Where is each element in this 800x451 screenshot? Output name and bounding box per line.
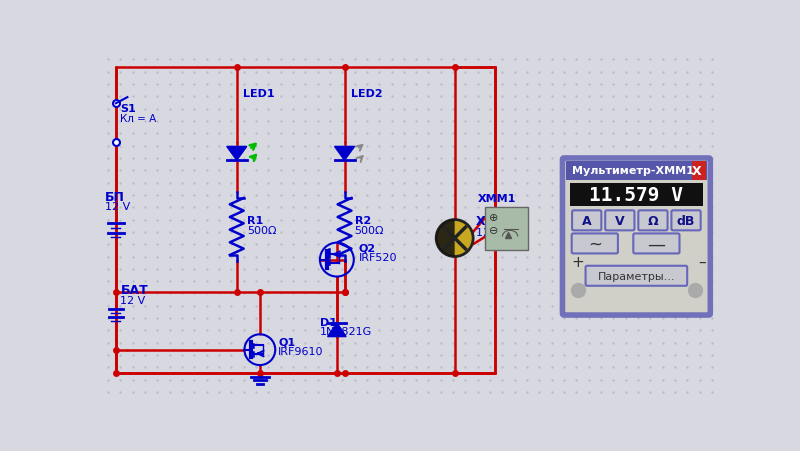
Text: Параметры...: Параметры... [598, 271, 675, 281]
Text: –: – [698, 254, 706, 269]
Bar [692, 161, 706, 180]
Text: 12 V: 12 V [476, 227, 502, 237]
Text: X1: X1 [476, 215, 494, 228]
FancyBboxPatch shape [572, 234, 618, 254]
FancyBboxPatch shape [605, 211, 634, 231]
Wedge shape [436, 220, 454, 257]
Polygon shape [226, 147, 246, 161]
Text: Кл = А: Кл = А [121, 114, 157, 124]
Text: 500Ω: 500Ω [246, 225, 276, 235]
Text: X: X [692, 165, 702, 177]
Text: +: + [572, 254, 585, 269]
Polygon shape [334, 147, 354, 161]
Text: LED2: LED2 [350, 88, 382, 98]
Circle shape [436, 220, 473, 257]
Text: ХММ1: ХММ1 [478, 193, 516, 204]
Text: Ω: Ω [648, 214, 658, 227]
Text: ⊕: ⊕ [489, 212, 498, 222]
Text: Q2: Q2 [358, 243, 375, 253]
FancyBboxPatch shape [562, 159, 710, 315]
Text: Q1: Q1 [278, 336, 295, 346]
Text: Мультиметр-ХММ1: Мультиметр-ХММ1 [572, 166, 694, 176]
Text: ~: ~ [588, 235, 602, 253]
Text: 1N5821G: 1N5821G [320, 326, 372, 336]
Text: —: — [647, 235, 666, 253]
Text: S1: S1 [121, 104, 136, 114]
FancyBboxPatch shape [634, 234, 679, 254]
Text: IRF520: IRF520 [358, 252, 397, 262]
Text: LED1: LED1 [243, 88, 274, 98]
Text: V: V [615, 214, 625, 227]
Text: R2: R2 [354, 215, 371, 225]
Text: D1: D1 [320, 318, 337, 327]
FancyBboxPatch shape [671, 211, 701, 231]
Text: A: A [582, 214, 591, 227]
Text: dB: dB [677, 214, 695, 227]
Text: 11.579 V: 11.579 V [590, 185, 683, 204]
Text: R1: R1 [246, 215, 263, 225]
FancyBboxPatch shape [572, 211, 602, 231]
Text: БАТ: БАТ [121, 284, 148, 297]
FancyBboxPatch shape [486, 208, 528, 250]
Text: 12 V: 12 V [121, 295, 146, 305]
FancyBboxPatch shape [586, 266, 687, 286]
Text: БП: БП [105, 190, 125, 203]
Text: ⊖: ⊖ [489, 226, 498, 236]
Bar [566, 161, 707, 180]
Polygon shape [328, 323, 346, 337]
Text: IRF9610: IRF9610 [278, 346, 324, 356]
Bar [570, 183, 702, 206]
FancyBboxPatch shape [638, 211, 667, 231]
Text: 500Ω: 500Ω [354, 225, 384, 235]
Text: 12 V: 12 V [105, 201, 130, 212]
